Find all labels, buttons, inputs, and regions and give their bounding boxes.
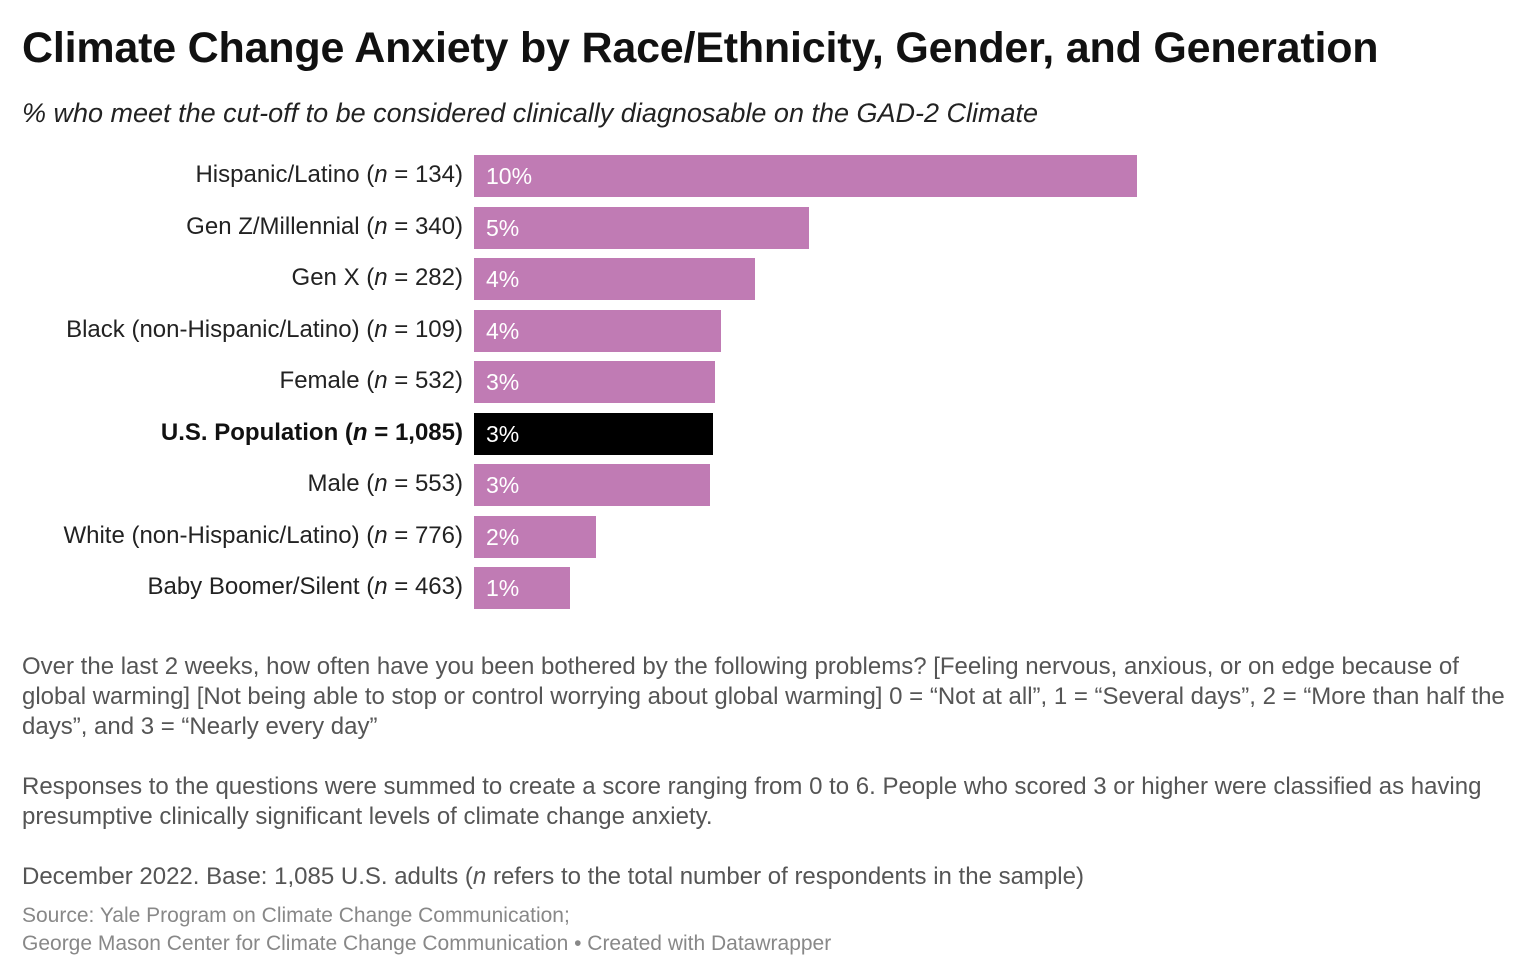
bar <box>474 309 721 352</box>
bar <box>474 412 713 455</box>
bar-value-label: 1% <box>486 575 520 601</box>
sample-open: ( <box>338 418 353 446</box>
base-note-prefix: December 2022. Base: 1,085 U.S. adults ( <box>22 863 473 890</box>
category-name: Gen X <box>291 264 360 291</box>
category-name: Hispanic/Latino <box>195 161 360 188</box>
sample-size: = 532) <box>387 367 463 394</box>
sample-size: = 463) <box>387 573 463 600</box>
sample-n: n <box>374 470 388 497</box>
source-line-1: Source: Yale Program on Climate Change C… <box>22 904 570 927</box>
sample-open: ( <box>359 521 375 549</box>
bar-value-label: 5% <box>486 214 520 241</box>
category-label: White (non-Hispanic/Latino) (n = 776) <box>63 514 463 558</box>
sample-open: ( <box>359 161 375 188</box>
sample-open: ( <box>359 470 375 497</box>
bar-row: U.S. Population (n = 1,085) 3% <box>0 411 1536 455</box>
bar <box>474 258 756 300</box>
bar-row: Female (n = 532) 3% <box>0 359 1536 403</box>
category-label: Gen X (n = 282) <box>292 256 463 300</box>
sample-size: = 776) <box>387 521 463 549</box>
bar <box>474 567 571 609</box>
base-note: December 2022. Base: 1,085 U.S. adults (… <box>22 862 1522 892</box>
category-name: Baby Boomer/Silent <box>147 573 360 600</box>
sample-n: n <box>374 367 388 394</box>
bar-row: Baby Boomer/Silent (n = 463) 1% <box>0 565 1536 609</box>
scoring-note: Responses to the questions were summed t… <box>22 773 1482 830</box>
sample-open: ( <box>359 367 375 394</box>
sample-size: = 1,085) <box>367 418 463 446</box>
sample-size: = 553) <box>387 470 463 497</box>
base-note-suffix: refers to the total number of respondent… <box>486 863 1084 890</box>
base-note-n: n <box>472 863 487 890</box>
bar <box>474 464 711 506</box>
sample-open: ( <box>359 573 375 600</box>
source-line-2: George Mason Center for Climate Change C… <box>22 932 832 955</box>
bar-row: Male (n = 553) 3% <box>0 462 1536 506</box>
bar <box>474 206 809 249</box>
sample-size: = 340) <box>387 212 463 240</box>
bar-value-label: 4% <box>486 317 520 344</box>
sample-n: n <box>374 573 388 600</box>
category-name: Male <box>307 470 360 497</box>
bar-value-label: 3% <box>486 472 520 498</box>
bar-value-label: 3% <box>486 420 520 447</box>
bar-value-label: 3% <box>486 369 520 395</box>
category-name: White (non-Hispanic/Latino) <box>63 521 360 549</box>
chart-title: Climate Change Anxiety by Race/Ethnicity… <box>22 24 1379 72</box>
sample-n: n <box>374 315 388 343</box>
sample-n: n <box>352 418 368 446</box>
bar-row: Black (non-Hispanic/Latino) (n = 109) 4% <box>0 308 1536 352</box>
category-label: Baby Boomer/Silent (n = 463) <box>147 565 463 609</box>
bar <box>474 361 715 403</box>
sample-n: n <box>374 212 388 240</box>
category-label: Hispanic/Latino (n = 134) <box>195 153 463 197</box>
bar <box>474 515 596 558</box>
category-label: Black (non-Hispanic/Latino) (n = 109) <box>66 308 463 352</box>
bar <box>474 155 1137 197</box>
category-name: Female <box>279 367 360 394</box>
sample-size: = 134) <box>387 161 463 188</box>
sample-open: ( <box>359 264 375 291</box>
sample-n: n <box>374 264 388 291</box>
bar-value-label: 10% <box>486 163 533 189</box>
category-label: Male (n = 553) <box>308 462 463 506</box>
bar-row: White (non-Hispanic/Latino) (n = 776) 2% <box>0 514 1536 558</box>
category-name: U.S. Population <box>160 418 339 446</box>
bar-value-label: 2% <box>486 523 520 550</box>
bar-row: Gen X (n = 282) 4% <box>0 256 1536 300</box>
category-label: U.S. Population (n = 1,085) <box>161 411 463 455</box>
bar-value-label: 4% <box>486 266 520 292</box>
sample-n: n <box>374 161 388 188</box>
sample-open: ( <box>359 315 375 343</box>
chart-subtitle: % who meet the cut-off to be considered … <box>22 98 1039 128</box>
sample-n: n <box>374 521 388 549</box>
category-label: Female (n = 532) <box>280 359 463 403</box>
sample-size: = 109) <box>387 315 463 343</box>
category-label: Gen Z/Millennial (n = 340) <box>186 205 463 249</box>
category-name: Gen Z/Millennial <box>186 212 360 240</box>
bar-chart: Hispanic/Latino (n = 134) 10% Gen Z/Millen… <box>0 150 1536 620</box>
bar-row: Hispanic/Latino (n = 134) 10% <box>0 153 1536 197</box>
bar-row: Gen Z/Millennial (n = 340) 5% <box>0 205 1536 249</box>
sample-open: ( <box>359 212 375 240</box>
question-note: Over the last 2 weeks, how often have yo… <box>22 653 1505 740</box>
sample-size: = 282) <box>387 264 463 291</box>
category-name: Black (non-Hispanic/Latino) <box>66 315 360 343</box>
